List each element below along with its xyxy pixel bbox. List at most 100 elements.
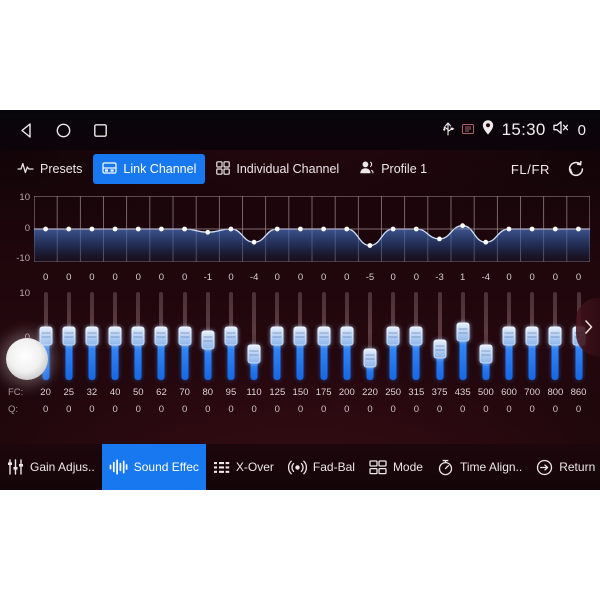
q-value[interactable]: 0	[66, 404, 72, 415]
slider-knob[interactable]	[154, 326, 168, 346]
eq-band-point[interactable]	[460, 223, 465, 229]
band-slider[interactable]	[405, 292, 428, 380]
fc-value[interactable]: 860	[570, 387, 587, 398]
eq-curve-plot-area[interactable]	[34, 196, 590, 262]
fc-value[interactable]: 435	[454, 387, 471, 398]
fc-value[interactable]: 500	[477, 387, 494, 398]
q-value[interactable]: 0	[135, 404, 141, 415]
q-value[interactable]: 0	[158, 404, 165, 415]
tab-profile[interactable]: Profile 1	[350, 154, 436, 184]
fc-value[interactable]: 700	[524, 387, 541, 398]
eq-band-point[interactable]	[529, 226, 535, 232]
bottom-nav-x-over[interactable]: X-Over	[206, 444, 281, 490]
recents-button[interactable]	[92, 122, 109, 139]
slider-knob[interactable]	[108, 326, 122, 346]
eq-band-point[interactable]	[483, 239, 489, 245]
q-value[interactable]: 0	[228, 404, 234, 415]
eq-band-point[interactable]	[437, 236, 442, 242]
slider-knob[interactable]	[62, 326, 76, 346]
fc-value[interactable]: 200	[338, 387, 355, 398]
fc-value[interactable]: 50	[132, 387, 144, 398]
q-value[interactable]: 0	[251, 404, 257, 415]
chevron-right-icon[interactable]	[576, 298, 600, 356]
fc-value[interactable]: 32	[86, 387, 98, 398]
band-slider[interactable]	[428, 292, 451, 380]
band-slider[interactable]	[474, 292, 497, 380]
fc-value[interactable]: 250	[385, 387, 402, 398]
band-slider[interactable]	[80, 292, 103, 380]
fc-value[interactable]: 110	[246, 387, 262, 398]
q-value[interactable]: 0	[483, 404, 489, 415]
slider-knob[interactable]	[340, 326, 354, 346]
q-value[interactable]: 0	[321, 404, 327, 415]
refresh-icon[interactable]	[566, 159, 592, 179]
q-value[interactable]: 0	[297, 404, 304, 415]
slider-knob[interactable]	[479, 344, 493, 364]
slider-knob[interactable]	[247, 344, 261, 364]
q-value[interactable]: 0	[506, 404, 512, 415]
slider-knob[interactable]	[131, 326, 145, 346]
slider-knob[interactable]	[85, 326, 99, 346]
slider-knob[interactable]	[39, 326, 53, 346]
band-slider[interactable]	[127, 292, 150, 380]
q-value[interactable]: 0	[575, 404, 582, 415]
fc-value[interactable]: 62	[156, 387, 167, 398]
slider-knob[interactable]	[525, 326, 539, 346]
band-slider[interactable]	[358, 292, 381, 380]
band-slider[interactable]	[451, 292, 474, 380]
slider-knob[interactable]	[317, 326, 331, 346]
fc-value[interactable]: 150	[292, 387, 309, 398]
eq-band-point[interactable]	[228, 226, 234, 232]
eq-band-point[interactable]	[274, 226, 280, 232]
eq-band-point[interactable]	[552, 226, 558, 232]
band-slider[interactable]	[104, 292, 127, 380]
band-slider[interactable]	[289, 292, 312, 380]
band-slider[interactable]	[266, 292, 289, 380]
band-slider[interactable]	[57, 292, 80, 380]
eq-band-point[interactable]	[89, 226, 95, 232]
q-value[interactable]: 0	[413, 404, 419, 415]
slider-knob[interactable]	[201, 330, 215, 350]
tab-presets[interactable]: Presets	[8, 154, 91, 184]
band-slider[interactable]	[173, 292, 196, 380]
fc-value[interactable]: 25	[63, 387, 75, 398]
fc-value[interactable]: 315	[408, 387, 425, 398]
eq-band-point[interactable]	[413, 226, 419, 232]
slider-knob[interactable]	[363, 348, 377, 368]
q-value[interactable]: 0	[112, 404, 118, 415]
eq-band-point[interactable]	[66, 226, 72, 232]
fc-value[interactable]: 40	[109, 387, 121, 398]
fc-value[interactable]: 80	[202, 387, 214, 398]
slider-knob[interactable]	[178, 326, 192, 346]
bottom-nav-time-align[interactable]: Time Align..	[430, 444, 529, 490]
bottom-nav-sound-effec[interactable]: Sound Effec	[101, 444, 206, 490]
slider-knob[interactable]	[293, 326, 307, 346]
q-value[interactable]: 0	[181, 404, 188, 415]
band-slider[interactable]	[196, 292, 219, 380]
eq-band-point[interactable]	[298, 226, 303, 232]
q-value[interactable]: 0	[205, 404, 211, 415]
bottom-nav-mode[interactable]: Mode	[362, 444, 430, 490]
slider-knob[interactable]	[433, 339, 446, 359]
eq-band-point[interactable]	[205, 229, 211, 235]
slider-knob[interactable]	[224, 326, 238, 346]
bottom-nav-return[interactable]: Return	[529, 444, 600, 490]
q-value[interactable]: 0	[390, 404, 396, 415]
q-value[interactable]: 0	[460, 404, 466, 415]
slider-knob[interactable]	[502, 326, 516, 346]
eq-band-point[interactable]	[159, 226, 164, 232]
tab-link-channel[interactable]: Link Channel	[93, 154, 206, 184]
band-slider[interactable]	[34, 292, 57, 380]
fc-value[interactable]: 70	[179, 387, 190, 398]
band-slider[interactable]	[150, 292, 173, 380]
eq-band-point[interactable]	[390, 226, 396, 232]
slider-knob[interactable]	[270, 326, 284, 346]
eq-band-point[interactable]	[506, 226, 512, 232]
band-slider[interactable]	[497, 292, 520, 380]
channel-selector-flfr[interactable]: FL/FR	[510, 161, 550, 177]
fc-value[interactable]: 175	[315, 387, 332, 398]
eq-band-point[interactable]	[344, 226, 350, 232]
band-slider[interactable]	[544, 292, 567, 380]
fc-value[interactable]: 600	[501, 387, 517, 398]
q-value[interactable]: 0	[367, 404, 373, 415]
